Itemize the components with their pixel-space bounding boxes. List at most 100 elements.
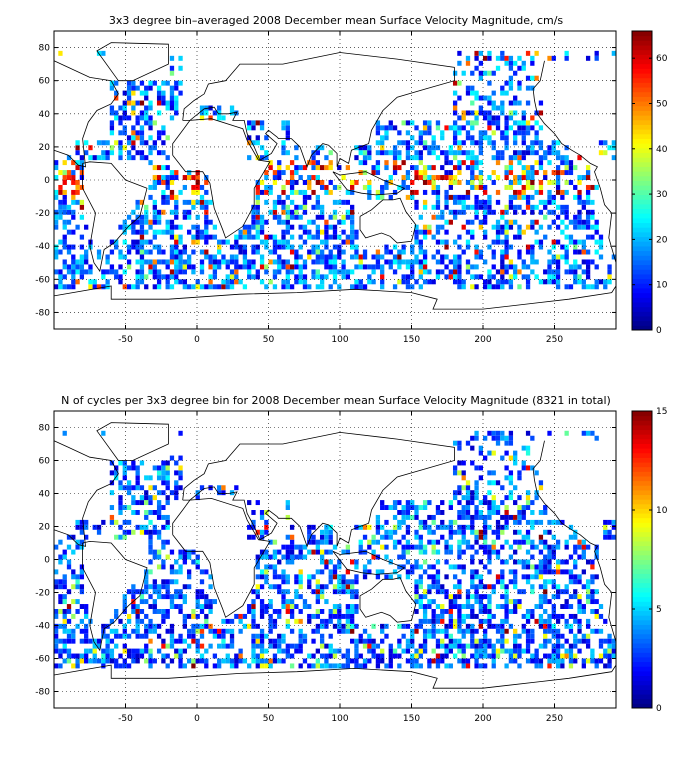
data-cell bbox=[500, 264, 505, 270]
data-cell bbox=[585, 175, 591, 180]
data-cell bbox=[178, 80, 183, 86]
data-cell bbox=[521, 564, 526, 570]
data-cell bbox=[204, 599, 209, 605]
data-cell bbox=[62, 234, 67, 240]
data-cell bbox=[178, 189, 183, 195]
data-cell bbox=[156, 594, 162, 600]
data-cell bbox=[152, 259, 157, 265]
data-cell bbox=[234, 653, 239, 659]
data-cell bbox=[298, 214, 303, 220]
data-cell bbox=[126, 100, 132, 106]
data-cell bbox=[435, 613, 441, 619]
data-cell bbox=[298, 269, 303, 275]
data-cell bbox=[165, 284, 170, 290]
data-cell bbox=[517, 155, 522, 161]
data-cell bbox=[156, 274, 162, 280]
data-cell bbox=[538, 244, 544, 250]
data-cell bbox=[560, 244, 565, 250]
data-cell bbox=[191, 638, 196, 644]
data-cell bbox=[444, 160, 449, 166]
data-cell bbox=[530, 194, 535, 200]
data-cell bbox=[573, 244, 578, 250]
colorbar-step bbox=[632, 545, 652, 551]
data-cell bbox=[448, 604, 453, 609]
data-cell bbox=[139, 219, 145, 225]
data-cell bbox=[555, 564, 561, 570]
data-cell bbox=[358, 145, 363, 151]
data-cell bbox=[324, 239, 329, 245]
data-cell bbox=[495, 105, 501, 111]
data-cell bbox=[474, 653, 479, 659]
data-cell bbox=[195, 643, 200, 649]
data-cell bbox=[504, 495, 509, 501]
data-cell bbox=[431, 184, 436, 190]
data-cell bbox=[564, 165, 569, 171]
data-cell bbox=[135, 470, 140, 476]
data-cell bbox=[440, 165, 445, 171]
data-cell bbox=[350, 244, 355, 250]
data-cell bbox=[543, 638, 548, 644]
data-cell bbox=[504, 80, 509, 86]
data-cell bbox=[174, 209, 179, 215]
y-tick-label: 80 bbox=[39, 424, 51, 434]
data-cell bbox=[298, 189, 303, 195]
data-cell bbox=[109, 658, 115, 664]
data-cell bbox=[358, 653, 363, 659]
data-cell bbox=[487, 480, 492, 486]
data-cell bbox=[448, 145, 453, 151]
colorbar-step bbox=[632, 213, 652, 219]
data-cell bbox=[555, 628, 561, 634]
data-cell bbox=[285, 514, 290, 520]
data-cell bbox=[530, 628, 535, 634]
data-cell bbox=[328, 633, 333, 639]
data-cell bbox=[457, 544, 462, 550]
data-cell bbox=[547, 519, 552, 525]
data-cell bbox=[212, 599, 218, 605]
data-cell bbox=[440, 254, 445, 260]
data-cell bbox=[285, 500, 290, 506]
data-cell bbox=[392, 529, 398, 535]
data-cell bbox=[71, 189, 76, 195]
data-cell bbox=[474, 140, 479, 146]
data-cell bbox=[144, 239, 149, 245]
data-cell bbox=[264, 609, 269, 614]
data-cell bbox=[504, 505, 509, 510]
data-cell bbox=[401, 259, 406, 265]
data-cell bbox=[422, 524, 428, 530]
data-cell bbox=[573, 194, 578, 200]
data-cell bbox=[607, 269, 612, 275]
data-cell bbox=[478, 274, 484, 280]
data-cell bbox=[345, 584, 351, 590]
data-cell bbox=[84, 150, 89, 156]
data-cell bbox=[298, 609, 303, 614]
data-cell bbox=[422, 594, 428, 600]
data-cell bbox=[500, 135, 505, 141]
data-cell bbox=[530, 269, 535, 275]
data-cell bbox=[487, 584, 492, 590]
data-cell bbox=[71, 214, 76, 220]
data-cell bbox=[152, 579, 157, 585]
data-cell bbox=[126, 485, 132, 491]
data-cell bbox=[66, 229, 72, 235]
data-cell bbox=[54, 209, 59, 215]
data-cell bbox=[152, 554, 157, 560]
data-cell bbox=[431, 628, 436, 634]
data-cell bbox=[581, 259, 586, 265]
data-cell bbox=[148, 249, 153, 255]
data-cell bbox=[79, 264, 85, 270]
data-cell bbox=[603, 529, 608, 535]
data-cell bbox=[603, 648, 608, 654]
data-cell bbox=[315, 274, 320, 280]
data-cell bbox=[281, 209, 286, 215]
data-cell bbox=[66, 155, 72, 161]
data-cell bbox=[525, 559, 531, 565]
data-cell bbox=[152, 234, 157, 240]
data-cell bbox=[217, 643, 222, 649]
data-cell bbox=[465, 244, 471, 250]
data-cell bbox=[500, 155, 505, 161]
data-cell bbox=[500, 100, 505, 106]
data-cell bbox=[182, 599, 187, 605]
data-cell bbox=[332, 214, 338, 220]
data-cell bbox=[573, 165, 578, 171]
data-cell bbox=[371, 554, 376, 560]
